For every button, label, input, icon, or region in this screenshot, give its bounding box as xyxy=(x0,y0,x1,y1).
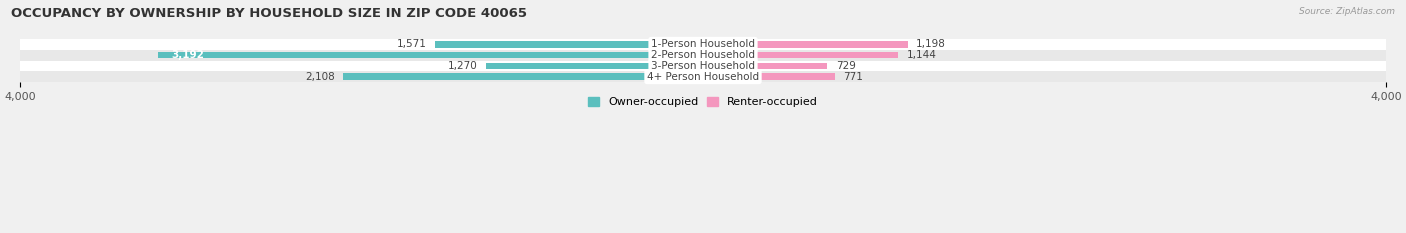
Text: 771: 771 xyxy=(844,72,863,82)
Text: Source: ZipAtlas.com: Source: ZipAtlas.com xyxy=(1299,7,1395,16)
Bar xyxy=(486,62,703,69)
Text: 1,270: 1,270 xyxy=(449,61,478,71)
Text: 4+ Person Household: 4+ Person Household xyxy=(647,72,759,82)
Bar xyxy=(157,52,703,58)
Bar xyxy=(434,41,703,48)
Bar xyxy=(20,61,1386,71)
Text: 2,108: 2,108 xyxy=(305,72,335,82)
Text: 1-Person Household: 1-Person Household xyxy=(651,39,755,49)
Bar xyxy=(703,52,898,58)
Bar xyxy=(20,71,1386,82)
Bar xyxy=(703,41,907,48)
Bar xyxy=(703,73,835,80)
Text: 1,144: 1,144 xyxy=(907,50,936,60)
Text: 729: 729 xyxy=(837,61,856,71)
Text: 2-Person Household: 2-Person Household xyxy=(651,50,755,60)
Bar xyxy=(703,62,828,69)
Text: 1,198: 1,198 xyxy=(917,39,946,49)
Text: 3,192: 3,192 xyxy=(172,50,204,60)
Text: OCCUPANCY BY OWNERSHIP BY HOUSEHOLD SIZE IN ZIP CODE 40065: OCCUPANCY BY OWNERSHIP BY HOUSEHOLD SIZE… xyxy=(11,7,527,20)
Text: 1,571: 1,571 xyxy=(396,39,426,49)
Bar xyxy=(20,39,1386,50)
Bar xyxy=(343,73,703,80)
Bar xyxy=(20,50,1386,61)
Legend: Owner-occupied, Renter-occupied: Owner-occupied, Renter-occupied xyxy=(588,97,818,107)
Text: 3-Person Household: 3-Person Household xyxy=(651,61,755,71)
